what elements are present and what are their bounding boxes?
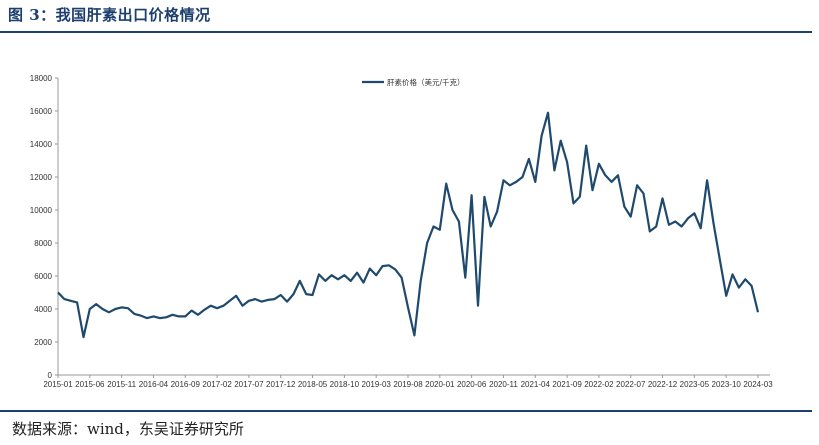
x-tick-label: 2015-11 [107,380,136,389]
x-tick-label: 2018-05 [298,380,328,389]
bottom-divider [0,410,812,412]
x-tick-label: 2016-09 [171,380,201,389]
x-tick-label: 2018-10 [330,380,360,389]
y-tick-label: 18000 [30,74,53,83]
x-tick-label: 2020-01 [425,380,455,389]
top-divider [0,31,812,33]
x-tick-label: 2017-07 [234,380,264,389]
y-tick-label: 12000 [30,173,53,182]
x-tick-label: 2021-09 [552,380,582,389]
x-tick-label: 2017-12 [266,380,296,389]
chart-legend: 肝素价格（美元/千克） [362,77,465,87]
x-tick-label: 2019-08 [393,380,423,389]
x-axis-ticks: 2015-01 2015-06 2015-11 2016-04 2016-09 2017-… [43,375,773,389]
x-tick-label: 2020-06 [457,380,487,389]
series-line-heparin-price [57,111,760,339]
y-tick-label: 2000 [34,338,52,347]
source-note: 数据来源：wind，东吴证券研究所 [12,420,244,438]
chart-axes [57,78,770,376]
x-tick-label: 2016-04 [139,380,169,389]
x-tick-label: 2021-04 [521,380,551,389]
x-tick-label: 2023-10 [712,380,742,389]
x-tick-label: 2022-02 [584,380,614,389]
x-tick-label: 2015-06 [75,380,105,389]
y-tick-label: 10000 [30,206,53,215]
figure-title: 图 3：我国肝素出口价格情况 [8,6,211,24]
y-tick-label: 4000 [34,305,52,314]
y-tick-label: 16000 [30,107,53,116]
x-tick-label: 2024-03 [743,380,773,389]
y-tick-label: 8000 [34,239,52,248]
x-tick-label: 2022-12 [648,380,678,389]
x-tick-label: 2017-02 [202,380,232,389]
x-tick-label: 2022-07 [616,380,646,389]
y-tick-label: 14000 [30,140,53,149]
x-tick-label: 2020-11 [489,380,518,389]
y-axis-ticks: 0 2000 4000 6000 8000 10000 12000 14000 16000 180… [30,74,58,380]
x-tick-label: 2019-03 [362,380,392,389]
x-tick-label: 2015-01 [43,380,73,389]
x-tick-label: 2023-05 [680,380,710,389]
legend-label: 肝素价格（美元/千克） [387,77,465,87]
y-tick-label: 0 [48,371,53,380]
y-tick-label: 6000 [34,272,52,281]
